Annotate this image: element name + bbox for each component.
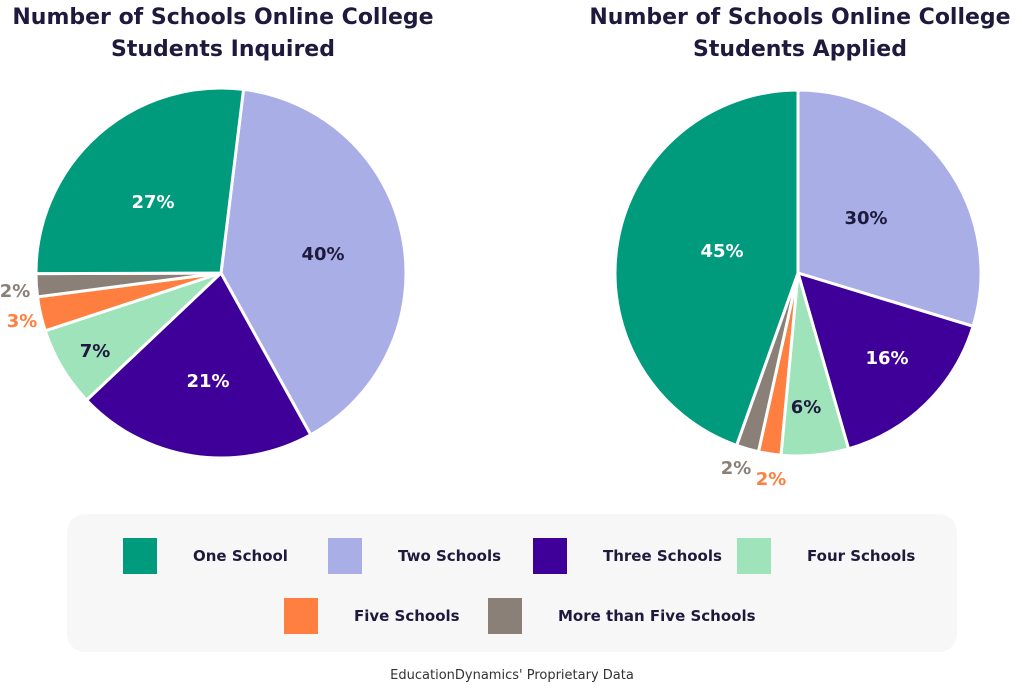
legend-item-two-schools: Two Schools — [328, 538, 501, 574]
legend-label: Two Schools — [398, 547, 502, 565]
legend-swatch — [123, 538, 157, 574]
legend-label: More than Five Schools — [558, 607, 756, 625]
pie-slice-two-schools — [796, 88, 983, 329]
legend-label: Three Schools — [603, 547, 722, 565]
legend-item-five-schools: Five Schools — [284, 598, 460, 634]
pie-slice-one-school — [34, 86, 246, 276]
data-label: 6% — [791, 397, 822, 418]
legend: One School Two Schools Three Schools Fou… — [67, 514, 957, 652]
data-label: 3% — [7, 311, 38, 332]
legend-label: Five Schools — [354, 607, 460, 625]
data-label: 2% — [756, 469, 787, 490]
data-label: 2% — [721, 458, 752, 479]
chart-title-inquired: Number of Schools Online College Student… — [12, 5, 434, 62]
data-label: 40% — [301, 244, 344, 265]
legend-swatch — [488, 598, 522, 634]
legend-item-four-schools: Four Schools — [737, 538, 915, 574]
footer-source: EducationDynamics' Proprietary Data — [390, 668, 634, 683]
legend-swatch — [328, 538, 362, 574]
data-label: 21% — [186, 371, 229, 392]
data-label: 2% — [0, 281, 30, 302]
pie-charts: 27%40%21%7%3%2%45%30%16%6%2%2% — [0, 86, 983, 490]
legend-item-three-schools: Three Schools — [533, 538, 722, 574]
legend-label: Four Schools — [807, 547, 916, 565]
data-label: 16% — [865, 348, 908, 369]
data-label: 45% — [700, 241, 743, 262]
data-label: 7% — [80, 341, 111, 362]
pie-slice-three-schools — [795, 270, 975, 451]
data-label: 27% — [131, 192, 174, 213]
pie-slice-three-schools — [84, 270, 313, 460]
data-label: 30% — [844, 208, 887, 229]
legend-swatch — [533, 538, 567, 574]
legend-swatch — [737, 538, 771, 574]
legend-item-one-school: One School — [123, 538, 288, 574]
pie-slice-two-schools — [219, 87, 408, 437]
legend-swatch — [284, 598, 318, 634]
pie-slice-one-school — [613, 88, 800, 448]
legend-label: One School — [193, 547, 288, 565]
chart-title-applied: Number of Schools Online College Student… — [589, 5, 1011, 62]
legend-item-more-than-five: More than Five Schools — [488, 598, 756, 634]
